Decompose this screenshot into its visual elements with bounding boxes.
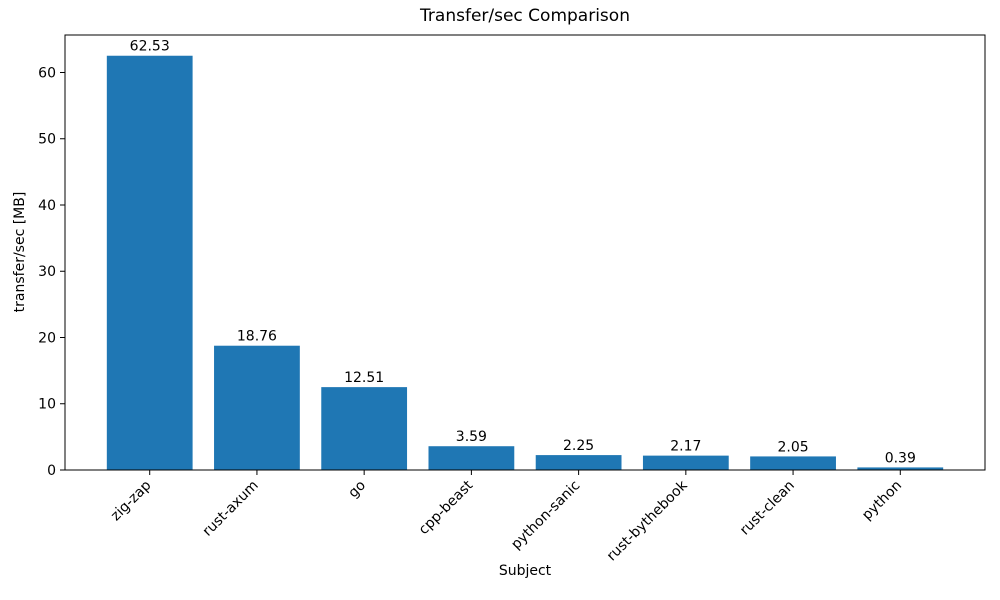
bar-go bbox=[321, 387, 408, 470]
bar-rust-clean bbox=[750, 456, 836, 470]
bar-cpp-beast bbox=[428, 446, 515, 470]
y-tick-label: 10 bbox=[38, 397, 56, 413]
x-tick-label-python: python bbox=[859, 478, 905, 524]
bar-value-label: 62.53 bbox=[130, 39, 170, 55]
bar-zig-zap bbox=[106, 55, 193, 471]
bar-python bbox=[857, 467, 944, 470]
x-tick-label-cpp-beast: cpp-beast bbox=[416, 477, 477, 538]
bar-rust-bythebook bbox=[642, 455, 729, 470]
bar-rust-axum bbox=[214, 345, 300, 470]
bar-value-label: 2.05 bbox=[777, 439, 808, 455]
y-tick-label: 60 bbox=[38, 65, 56, 81]
y-tick-label: 30 bbox=[38, 264, 56, 280]
bar-value-label: 18.76 bbox=[237, 329, 277, 345]
chart-title: Transfer/sec Comparison bbox=[420, 6, 630, 26]
x-axis-label: Subject bbox=[498, 563, 552, 579]
bar-value-label: 2.17 bbox=[670, 439, 701, 455]
bar-python-sanic bbox=[535, 455, 622, 470]
x-tick-label-rust-bythebook: rust-bythebook bbox=[604, 477, 691, 564]
y-tick-label: 50 bbox=[38, 132, 56, 148]
bar-value-label: 3.59 bbox=[456, 429, 487, 445]
bar-value-label: 12.51 bbox=[344, 370, 384, 386]
y-tick-label: 40 bbox=[38, 198, 56, 214]
x-tick-label-rust-axum: rust-axum bbox=[200, 478, 262, 540]
plot-frame bbox=[64, 34, 986, 471]
bar-value-label: 2.25 bbox=[563, 438, 594, 454]
x-tick-label-rust-clean: rust-clean bbox=[737, 478, 798, 539]
bar-value-label: 0.39 bbox=[885, 450, 916, 466]
x-tick-label-go: go bbox=[345, 478, 369, 502]
x-tick-label-python-sanic: python-sanic bbox=[508, 478, 583, 553]
x-tick-label-zig-zap: zig-zap bbox=[108, 477, 155, 524]
y-tick-label: 0 bbox=[47, 463, 56, 479]
y-tick-label: 20 bbox=[38, 330, 56, 346]
